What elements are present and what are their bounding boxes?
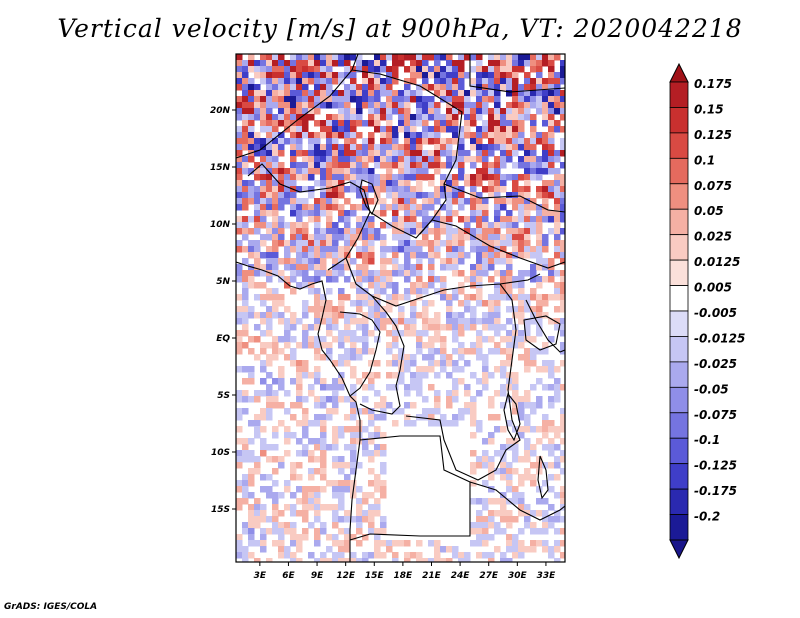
x-tick-label: 33E [537,571,557,581]
colorbar-level-label: 0.175 [694,77,732,91]
grads-credit: GrADS: IGES/COLA [4,602,98,612]
colorbar-swatch [669,412,689,439]
colorbar-level-label: 0.025 [694,230,732,244]
map-title: Vertical velocity [m/s] at 900hPa, VT: 2… [57,14,743,43]
colorbar-swatch [669,157,689,185]
border-drc [359,295,405,415]
colorbar-level-label: -0.075 [694,408,737,422]
colorbar-swatch [669,132,689,159]
colorbar-level-label: 0.05 [694,204,724,218]
border-sudan [443,183,565,213]
colorbar-level-label: 0.0125 [694,255,740,269]
lake-chad [359,179,379,216]
colorbar-swatch [669,310,689,337]
colorbar-swatch [669,208,689,236]
colorbar-swatch [669,514,689,541]
lake-tanganyika [503,392,521,442]
colorbar-swatch [669,386,689,414]
x-tick-label: 6E [282,571,295,581]
colorbar-level-label: -0.05 [694,382,729,396]
colorbar-level-label: -0.1 [694,433,720,447]
colorbar-level-label: 0.15 [694,102,724,116]
colorbar-level-label: -0.125 [694,459,737,473]
border-east [525,299,565,353]
map-frame [235,53,566,563]
x-tick-label: 18E [394,571,414,581]
y-tick-label: 5N [216,277,230,287]
colorbar: 0.175 0.15 0.125 0.1 0.075 0.05 0.025 0.0125 0.0… [669,62,745,560]
y-tick-label: 5S [217,391,230,401]
border-cameroon [345,257,541,307]
x-tick-label: 12E [336,571,356,581]
y-tick-label: 10N [210,220,231,230]
colorbar-bottom-arrow [669,539,689,560]
colorbar-swatch [669,285,689,312]
border-nigeria [247,163,371,271]
x-tick-label: 3E [254,571,267,581]
x-tick-label: 24E [451,571,471,581]
y-tick-label: 15S [211,505,230,515]
colorbar-swatch [669,107,689,134]
colorbar-level-label: 0.1 [694,153,715,167]
border-congo [339,311,381,397]
colorbar-level-label: 0.125 [694,128,732,142]
colorbar-level-label: -0.175 [694,484,737,498]
border-sahel [236,54,359,159]
colorbar-swatch [669,361,689,388]
colorbar-level-label: -0.025 [694,357,737,371]
vertical-velocity-field [236,54,565,562]
colorbar-swatch [669,336,689,363]
colorbar-level-label: -0.005 [694,306,737,320]
border-zambia [469,481,565,521]
border-car [369,211,565,269]
country-borders [236,54,565,562]
colorbar-level-label: -0.0125 [694,331,745,345]
colorbar-level-label: 0.075 [694,179,732,193]
x-tick-label: 21E [422,571,442,581]
y-tick-label: 20N [210,106,231,116]
colorbar-swatch [669,488,689,515]
y-tick-label: 10S [211,448,230,458]
lake-malawi [537,455,549,500]
y-tick-label: EQ [216,334,230,344]
map-axes: 20N 15N 10N 5N EQ 5S 10S 15S 3E 6E 9E 12E 15E 18E 21E 2… [210,106,556,581]
x-tick-label: 27E [479,571,499,581]
colorbar-swatch [669,183,689,210]
y-tick-label: 15N [210,163,231,173]
x-tick-label: 30E [508,571,528,581]
colorbar-top-arrow [669,62,689,83]
lake-victoria [523,315,561,351]
colorbar-swatch [669,81,689,108]
border-libya-egypt [469,54,565,93]
x-tick-label: 15E [365,571,385,581]
border-niger-chad [351,69,463,235]
colorbar-level-label: 0.005 [694,281,732,295]
colorbar-swatch [669,259,689,286]
colorbar-level-label: -0.2 [694,510,720,524]
coastline [236,261,361,562]
colorbar-swatch [669,437,689,465]
colorbar-swatch [669,463,689,490]
x-tick-label: 9E [311,571,324,581]
border-drc-east [405,283,521,481]
colorbar-swatch [669,234,689,261]
